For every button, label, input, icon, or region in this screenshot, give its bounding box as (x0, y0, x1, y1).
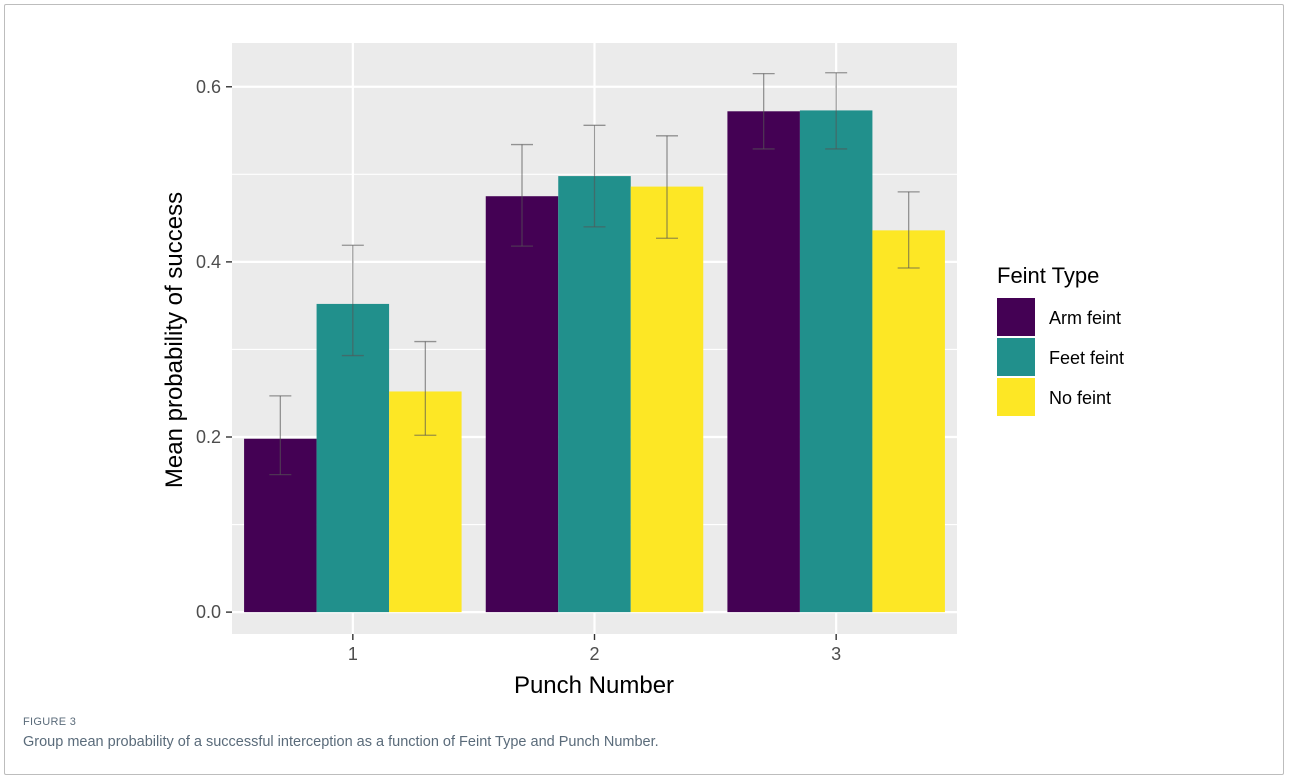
bar-chart: 0.0 0.2 0.4 0.6 1 2 3 Punch Number Mean proba… (161, 43, 1124, 699)
bar-no-feint-punch-2 (630, 186, 704, 613)
legend-swatch (997, 298, 1035, 336)
legend: Feint Type Arm feint Feet feint No feint (997, 263, 1124, 416)
legend-label: No feint (1049, 388, 1111, 408)
x-axis-title: Punch Number (514, 672, 674, 699)
bar-feet-feint-punch-3 (799, 110, 873, 613)
y-axis-title: Mean probability of success (161, 192, 188, 488)
error-bars (269, 72, 920, 476)
y-tick-label: 0.4 (196, 252, 221, 272)
x-axis-ticks: 1 2 3 (348, 634, 841, 664)
bar-arm-feint-punch-2 (485, 196, 559, 613)
bar-feet-feint-punch-2 (558, 176, 631, 613)
y-tick-label: 0.6 (196, 77, 221, 97)
x-tick-label: 2 (589, 644, 599, 664)
legend-label: Arm feint (1049, 308, 1121, 328)
bar-no-feint-punch-3 (872, 230, 945, 613)
figure-label: FIGURE 3 (23, 716, 77, 728)
legend-item: No feint (997, 378, 1111, 416)
legend-swatch (997, 378, 1035, 416)
legend-item: Arm feint (997, 298, 1121, 336)
x-tick-label: 3 (831, 644, 841, 664)
legend-label: Feet feint (1049, 348, 1124, 368)
y-axis-ticks: 0.0 0.2 0.4 0.6 (196, 77, 232, 622)
figure-caption: Group mean probability of a successful i… (23, 734, 659, 750)
legend-title: Feint Type (997, 263, 1099, 288)
x-tick-label: 1 (348, 644, 358, 664)
legend-swatch (997, 338, 1035, 376)
legend-item: Feet feint (997, 338, 1124, 376)
y-tick-label: 0.2 (196, 427, 221, 447)
y-tick-label: 0.0 (196, 602, 221, 622)
bars (244, 110, 945, 613)
bar-arm-feint-punch-3 (727, 111, 800, 613)
